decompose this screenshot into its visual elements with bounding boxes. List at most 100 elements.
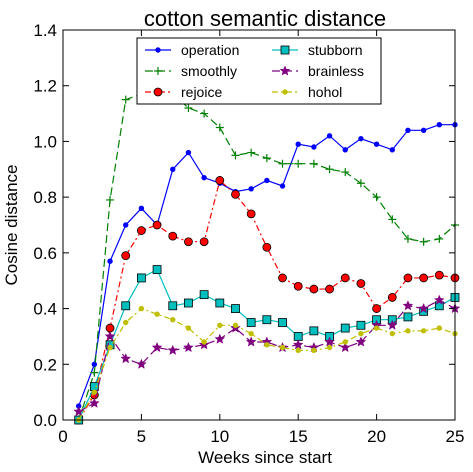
legend-label: rejoice xyxy=(181,84,222,100)
marker-circle xyxy=(246,209,256,219)
marker-dot xyxy=(279,183,286,189)
y-tick-label: 0.2 xyxy=(33,355,57,374)
marker-circle xyxy=(215,176,225,185)
legend-label: hohol xyxy=(308,84,342,100)
marker-dot xyxy=(326,344,333,351)
marker-plus xyxy=(309,159,318,168)
marker-dot xyxy=(326,133,333,139)
marker-square xyxy=(136,273,146,283)
marker-dot xyxy=(185,325,192,331)
marker-plus xyxy=(154,67,162,75)
marker-star xyxy=(88,397,100,408)
marker-circle xyxy=(356,279,366,288)
marker-plus xyxy=(184,104,193,112)
marker-circle xyxy=(262,242,272,252)
marker-dot xyxy=(311,347,317,354)
marker-square xyxy=(403,312,413,322)
marker-dot xyxy=(201,174,207,181)
x-tick-label: 25 xyxy=(446,427,465,446)
series-brainless xyxy=(73,294,461,417)
marker-dot xyxy=(170,317,176,323)
marker-dot xyxy=(155,47,161,53)
marker-plus xyxy=(247,148,256,157)
marker-star xyxy=(386,319,398,330)
x-tick-label: 10 xyxy=(210,427,229,446)
marker-dot xyxy=(295,347,301,354)
legend-entry: hohol xyxy=(272,84,342,100)
marker-star xyxy=(151,341,163,353)
marker-dot xyxy=(107,258,113,264)
marker-star xyxy=(73,405,85,417)
marker-circle xyxy=(293,281,303,291)
marker-dot xyxy=(342,339,348,345)
marker-circle xyxy=(231,189,240,199)
marker-plus xyxy=(435,234,444,243)
marker-dot xyxy=(123,222,129,228)
marker-star xyxy=(402,300,414,311)
y-tick-label: 1.2 xyxy=(33,77,57,96)
marker-dot xyxy=(373,325,380,331)
marker-plus xyxy=(325,165,334,174)
legend-label: stubborn xyxy=(308,42,362,58)
marker-star xyxy=(183,341,194,353)
legend-entry: operation xyxy=(145,42,239,58)
legend-box xyxy=(136,37,382,105)
marker-star xyxy=(279,65,291,76)
y-tick-label: 0.6 xyxy=(33,244,57,263)
x-axis-label: Weeks since start xyxy=(198,448,332,467)
marker-dot xyxy=(201,339,207,345)
marker-circle xyxy=(372,304,382,313)
x-tick-label: 0 xyxy=(58,427,67,446)
marker-square xyxy=(309,326,319,336)
marker-circle xyxy=(403,273,413,283)
marker-dot xyxy=(436,122,443,128)
y-tick-label: 0.8 xyxy=(33,188,57,207)
marker-dot xyxy=(154,311,160,317)
marker-star xyxy=(136,358,147,369)
marker-square xyxy=(246,318,256,327)
legend-label: operation xyxy=(181,42,239,58)
marker-circle xyxy=(199,237,209,247)
marker-plus xyxy=(372,193,381,202)
marker-square xyxy=(168,301,178,311)
marker-circle xyxy=(434,270,444,280)
chart-title: cotton semantic distance xyxy=(144,6,386,31)
series-rejoice xyxy=(74,176,460,425)
marker-plus xyxy=(121,95,130,104)
marker-dot xyxy=(373,141,380,147)
plot-area: 0 5 10 15 20 25 0.0 0.2 0.4 0.6 0.8 1.0 1.2 1.4 xyxy=(33,21,464,446)
y-tick-label: 1.4 xyxy=(33,21,57,40)
marker-circle xyxy=(340,273,350,283)
marker-square xyxy=(356,320,366,330)
marker-plus xyxy=(278,159,287,168)
marker-plus xyxy=(419,237,428,246)
marker-star xyxy=(245,336,257,347)
marker-plus xyxy=(356,179,365,188)
marker-dot xyxy=(389,330,395,337)
marker-plus xyxy=(262,154,271,163)
marker-dot xyxy=(123,319,129,326)
marker-plus xyxy=(341,168,350,177)
marker-plus xyxy=(231,151,240,160)
legend-label: smoothly xyxy=(181,63,237,79)
series-line xyxy=(78,179,456,421)
marker-square xyxy=(340,323,350,333)
marker-dot xyxy=(217,322,223,328)
marker-dot xyxy=(436,325,443,331)
x-tick-label: 20 xyxy=(367,427,386,446)
marker-star xyxy=(355,336,367,347)
legend-entry: rejoice xyxy=(145,84,222,100)
marker-circle xyxy=(184,237,193,247)
marker-circle xyxy=(136,226,146,235)
marker-plus xyxy=(215,123,224,132)
legend-entry: smoothly xyxy=(145,63,237,79)
marker-circle xyxy=(168,231,178,241)
y-axis-label: Cosine distance xyxy=(2,165,21,286)
marker-dot xyxy=(264,342,270,348)
marker-square xyxy=(262,315,272,325)
y-tick-label: 1.0 xyxy=(33,132,57,151)
series-line xyxy=(78,307,456,421)
series-operation xyxy=(75,122,458,409)
marker-circle xyxy=(309,284,319,294)
